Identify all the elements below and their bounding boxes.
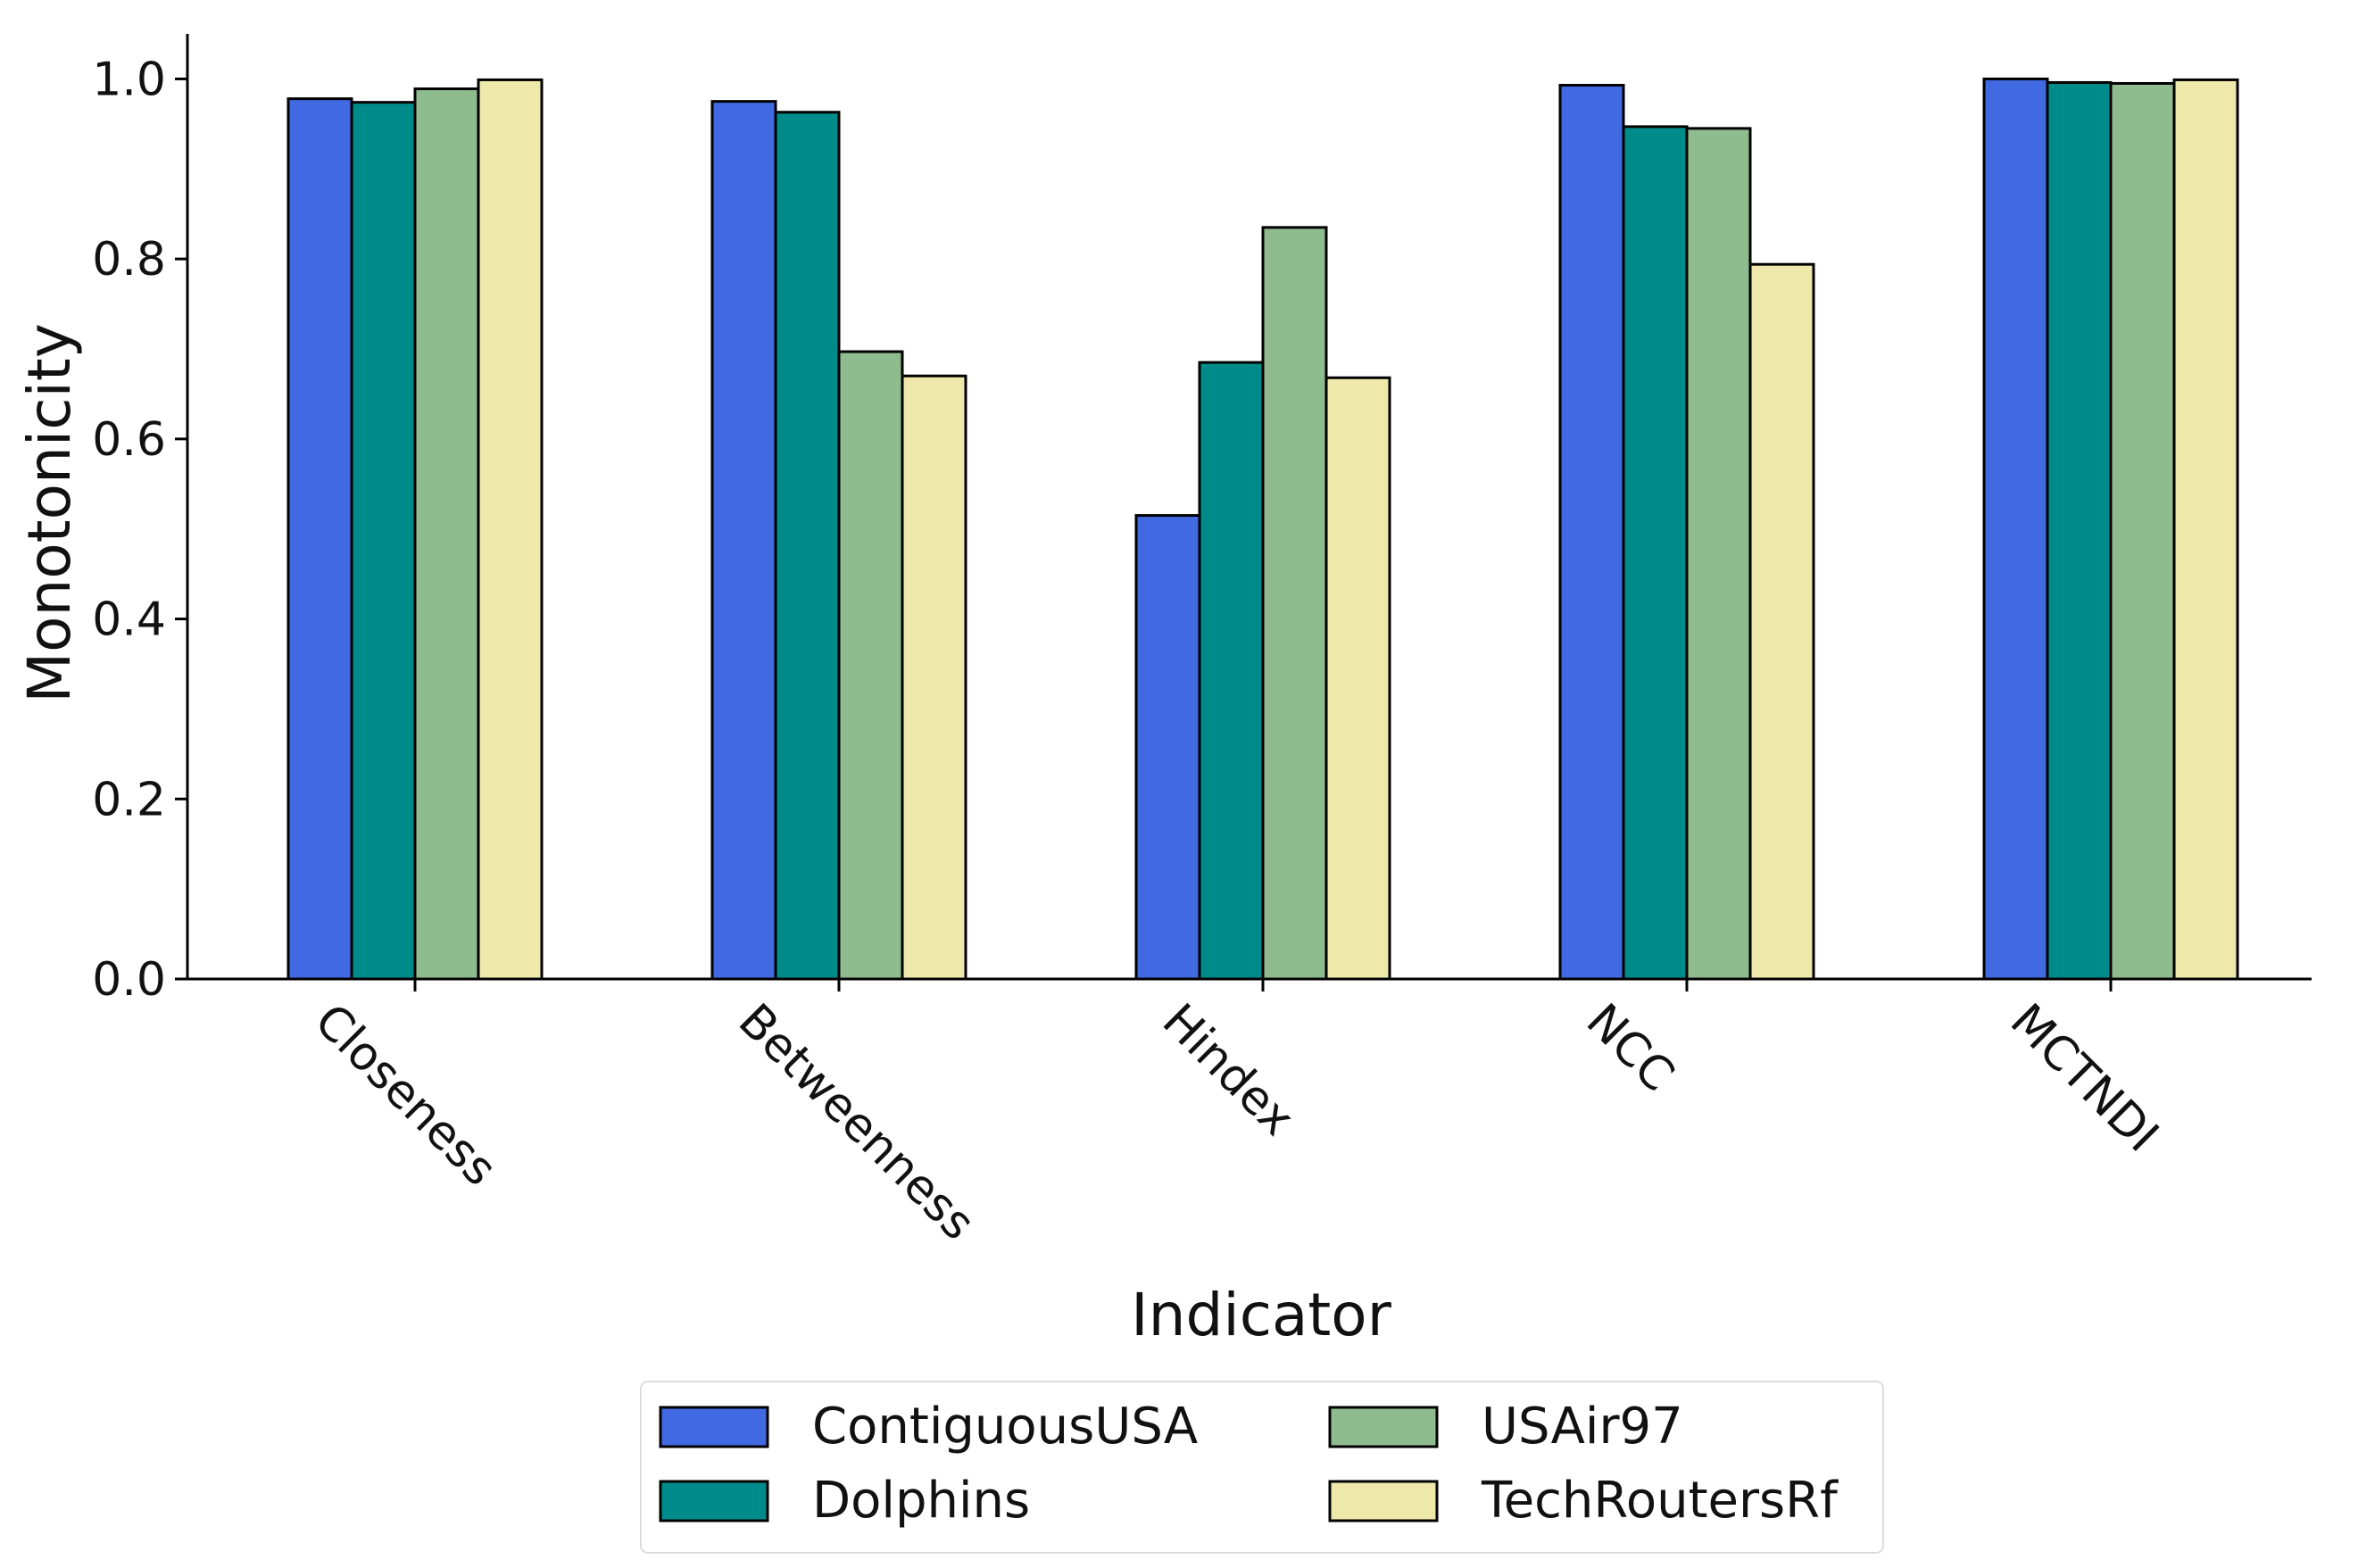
bar-contiguoususa-hindex: [1134, 514, 1201, 981]
bar-techroutersrf-ncc: [1748, 262, 1815, 981]
bar-usair97-betweenness: [837, 350, 904, 981]
bars-layer: [286, 77, 2239, 981]
legend: ContiguousUSA Dolphins USAir97 TechRoutersR…: [640, 1381, 1884, 1554]
bar-contiguoususa-mctndi: [1982, 77, 2049, 981]
legend-swatch-techroutersrf: [1328, 1480, 1439, 1522]
bar-dolphins-betweenness: [774, 111, 841, 981]
legend-label-dolphins: Dolphins: [812, 1472, 1030, 1530]
y-axis-title: Monotonicity: [15, 323, 84, 703]
legend-swatch-contiguoususa: [659, 1406, 769, 1448]
bar-contiguoususa-closeness: [286, 97, 353, 981]
x-tick-labels: Closeness Betweenness Hindex NCC MCTNDI: [304, 994, 2169, 1251]
legend-label-techroutersrf: TechRoutersRf: [1481, 1472, 1839, 1530]
y-tick-label: 0.6: [92, 413, 166, 467]
bar-dolphins-hindex: [1198, 361, 1265, 981]
bar-usair97-ncc: [1685, 127, 1752, 981]
bar-contiguoususa-betweenness: [710, 100, 777, 981]
bar-dolphins-closeness: [350, 101, 417, 981]
bar-techroutersrf-hindex: [1324, 376, 1391, 981]
legend-frame: [640, 1381, 1884, 1554]
bar-usair97-hindex: [1261, 226, 1328, 981]
bar-techroutersrf-betweenness: [901, 374, 967, 981]
bar-dolphins-mctndi: [2046, 80, 2113, 981]
bar-contiguoususa-ncc: [1558, 83, 1625, 981]
x-tick-label-mctndi: MCTNDI: [2000, 994, 2169, 1163]
legend-label-usair97: USAir97: [1482, 1398, 1683, 1456]
x-tick-label-ncc: NCC: [1576, 994, 1684, 1102]
x-axis-title: Indicator: [1131, 1281, 1392, 1349]
y-tick-label: 0.0: [92, 953, 166, 1007]
bar-dolphins-ncc: [1622, 125, 1689, 981]
bar-usair97-closeness: [413, 87, 480, 981]
x-tick-label-betweenness: Betweenness: [728, 994, 985, 1251]
legend-label-contiguoususa: ContiguousUSA: [812, 1398, 1198, 1456]
y-tick-label: 1.0: [92, 53, 166, 106]
y-tick-label: 0.8: [92, 233, 166, 286]
y-tick-label: 0.2: [92, 773, 166, 826]
y-tick-label: 0.4: [92, 593, 166, 647]
bar-techroutersrf-mctndi: [2172, 78, 2239, 981]
legend-swatch-dolphins: [659, 1480, 769, 1522]
bar-techroutersrf-closeness: [477, 78, 544, 981]
y-tick-labels: 0.0 0.2 0.4 0.6 0.8 1.0: [92, 53, 166, 1007]
axes-layer: [175, 34, 2312, 991]
x-tick-label-closeness: Closeness: [304, 994, 507, 1197]
legend-swatch-usair97: [1328, 1406, 1439, 1448]
x-tick-label-hindex: Hindex: [1152, 994, 1305, 1147]
bar-usair97-mctndi: [2109, 81, 2176, 981]
